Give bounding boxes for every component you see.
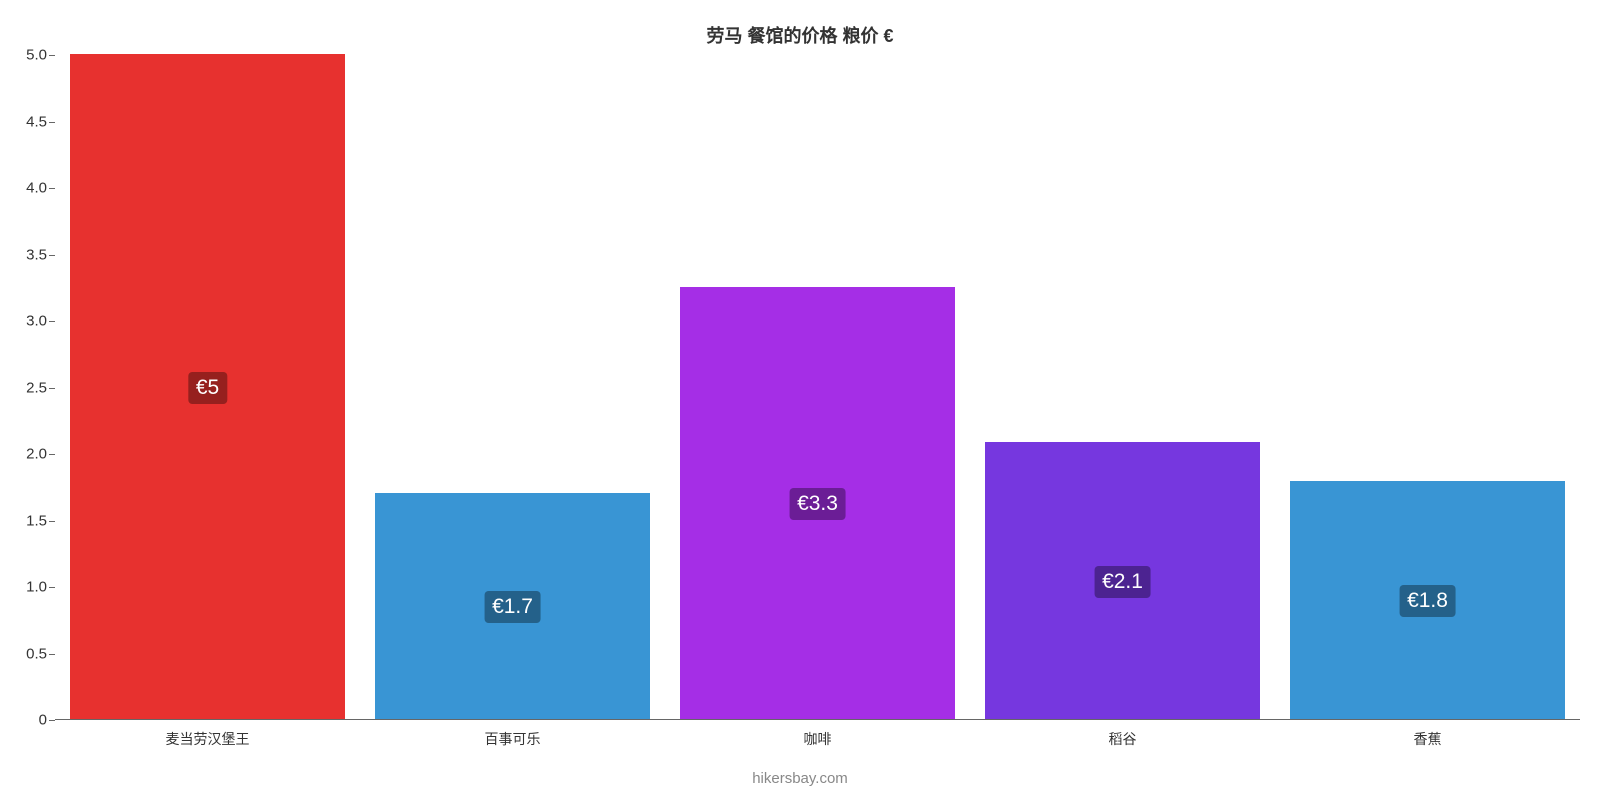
y-tick-mark	[49, 255, 55, 256]
bar-value-badge: €5	[188, 372, 227, 404]
chart-title: 劳马 餐馆的价格 粮价 €	[0, 22, 1600, 48]
bar-value-badge: €3.3	[789, 488, 846, 520]
y-tick-mark	[49, 55, 55, 56]
x-tick-label: 香蕉	[1414, 719, 1442, 749]
x-tick-label: 麦当劳汉堡王	[166, 719, 250, 749]
chart-footer: hikersbay.com	[0, 770, 1600, 787]
x-tick-label: 咖啡	[804, 719, 832, 749]
plot-area: 00.51.01.52.02.53.03.54.04.55.0€5麦当劳汉堡王€…	[55, 55, 1580, 720]
y-tick-mark	[49, 521, 55, 522]
y-tick-mark	[49, 654, 55, 655]
y-tick-mark	[49, 720, 55, 721]
y-tick-mark	[49, 321, 55, 322]
y-tick-mark	[49, 454, 55, 455]
y-tick-mark	[49, 587, 55, 588]
y-tick-mark	[49, 388, 55, 389]
x-tick-label: 百事可乐	[485, 719, 541, 749]
bar-value-badge: €2.1	[1094, 566, 1151, 598]
bar-chart: 劳马 餐馆的价格 粮价 € 00.51.01.52.02.53.03.54.04…	[0, 0, 1600, 800]
bar-value-badge: €1.7	[484, 591, 541, 623]
y-tick-mark	[49, 122, 55, 123]
y-tick-mark	[49, 188, 55, 189]
bar-value-badge: €1.8	[1399, 585, 1456, 617]
x-tick-label: 稻谷	[1109, 719, 1137, 749]
